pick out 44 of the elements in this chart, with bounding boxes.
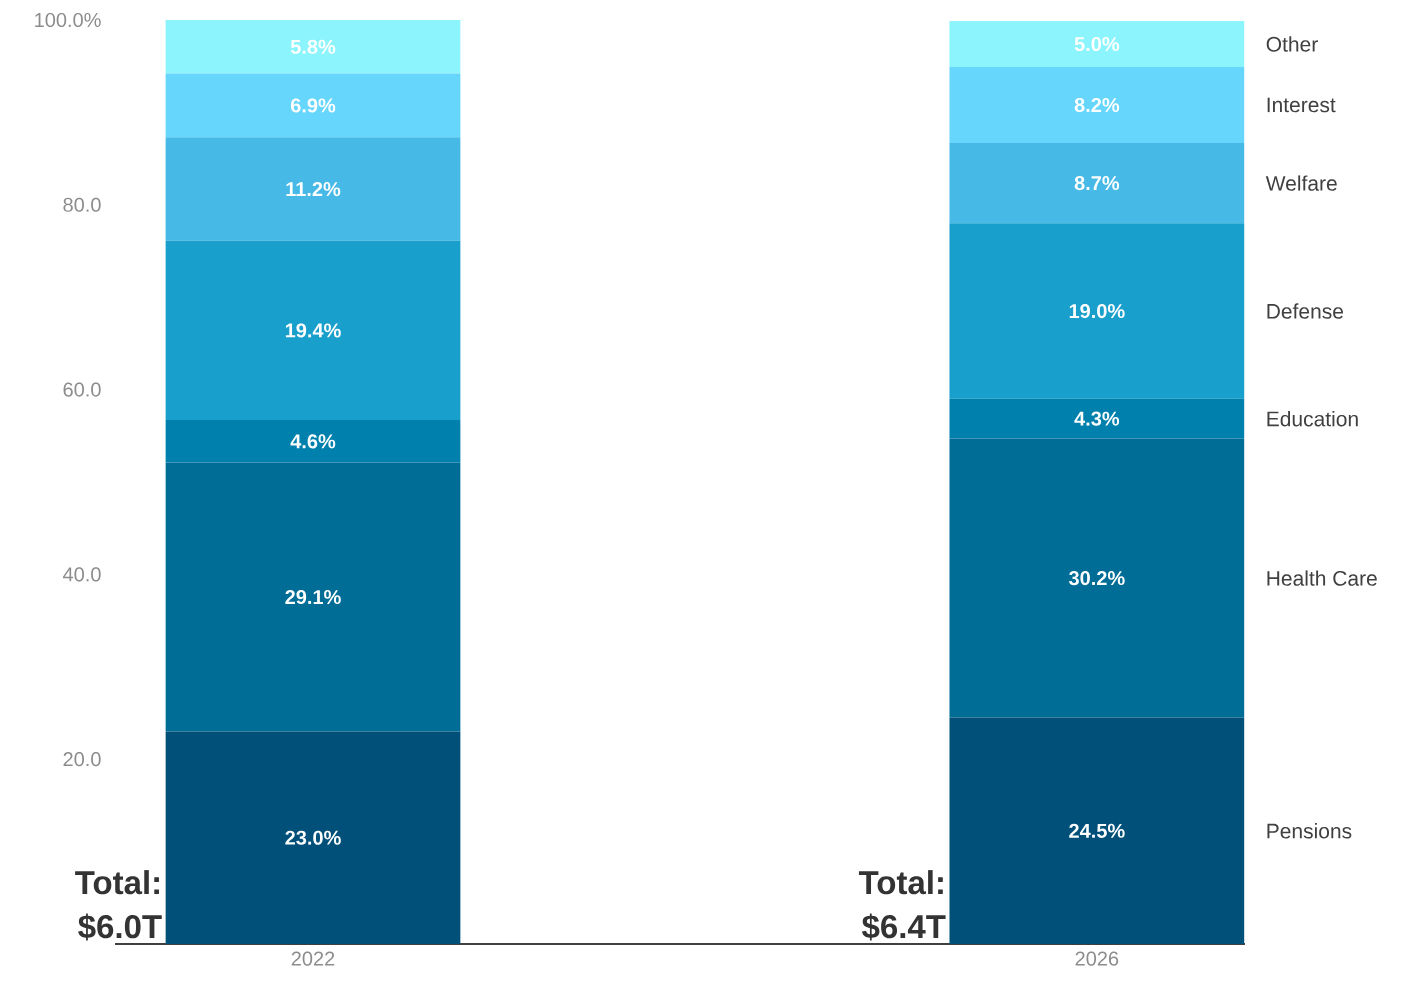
bar (165, 19, 461, 74)
data-label: 4.6% (290, 434, 336, 449)
data-label: 19.4% (285, 323, 341, 338)
data-label: 5.8% (290, 39, 336, 54)
data-label: 19.0% (1069, 303, 1125, 319)
data-label: 11.2% (286, 182, 341, 197)
data-label: 5.0% (1074, 36, 1120, 52)
y-tick-label: 40.0 (63, 567, 101, 582)
x-tick-label: 2022 (291, 951, 335, 966)
bar (949, 142, 1245, 224)
bar (165, 240, 461, 421)
series-label: Welfare (1265, 175, 1337, 191)
y-tick-label: 80.0 (63, 197, 101, 212)
x-tick-label: 2026 (1075, 951, 1119, 966)
series-label: Health Care (1267, 570, 1377, 586)
data-label: 8.2% (1074, 97, 1120, 113)
y-tick-label: 100.0% (35, 12, 101, 28)
series-label: Defense (1267, 303, 1343, 319)
y-tick-label: 20.0 (63, 752, 101, 767)
series-label: Other (1266, 36, 1318, 52)
data-label: 23.0% (285, 830, 341, 845)
annotation: Total: $6.4T (858, 870, 946, 941)
bar (949, 398, 1245, 439)
bar (165, 462, 461, 732)
bar (165, 73, 461, 138)
bar (165, 137, 461, 241)
data-label: 6.9% (290, 98, 336, 113)
bar (949, 717, 1245, 944)
data-label: 4.3% (1074, 411, 1120, 426)
bar (949, 67, 1245, 143)
bar (165, 731, 461, 944)
data-label: 29.1% (285, 589, 341, 605)
annotation: Total: $6.0T (75, 870, 162, 941)
data-label: 30.2% (1068, 571, 1125, 586)
bar (949, 223, 1245, 399)
data-label: 24.5% (1069, 823, 1125, 838)
y-tick-label: 60.0 (63, 382, 101, 397)
bar (165, 420, 461, 463)
bar (949, 438, 1245, 718)
bar (949, 20, 1245, 68)
data-label: 8.7% (1074, 176, 1120, 191)
series-label: Pensions (1267, 823, 1352, 839)
series-label: Interest (1267, 97, 1336, 113)
series-label: Education (1267, 410, 1358, 427)
